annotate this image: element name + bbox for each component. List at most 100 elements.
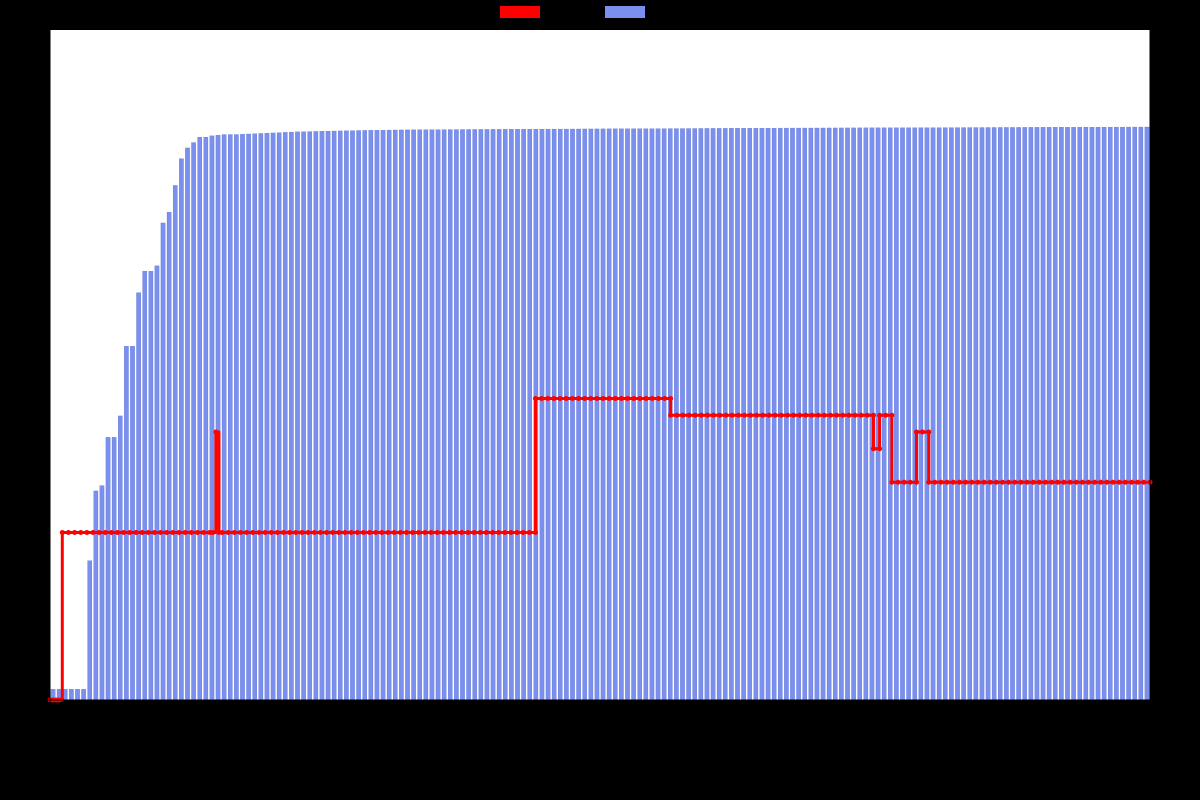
line-marker [791, 413, 796, 418]
line-marker [361, 530, 366, 535]
bar [1102, 127, 1106, 700]
line-marker [109, 530, 114, 535]
line-marker [355, 530, 360, 535]
bar [650, 129, 654, 700]
line-marker [299, 530, 304, 535]
bar [259, 133, 263, 700]
line-marker [306, 530, 311, 535]
line-marker [1086, 480, 1091, 485]
bar [253, 134, 257, 700]
bar [375, 130, 379, 700]
bar [943, 128, 947, 700]
line-marker [177, 530, 182, 535]
bar [473, 129, 477, 700]
y-left-tick-label: 60 [30, 494, 42, 506]
bar [430, 130, 434, 700]
line-marker [975, 480, 980, 485]
bar [1133, 127, 1137, 700]
line-marker [1000, 480, 1005, 485]
line-marker [195, 530, 200, 535]
line-marker [1061, 480, 1066, 485]
bar [387, 130, 391, 700]
bar [283, 132, 287, 700]
line-marker [736, 413, 741, 418]
bar [320, 131, 324, 700]
line-marker [152, 530, 157, 535]
bar [161, 223, 165, 700]
bar [289, 132, 293, 700]
line-marker [711, 413, 716, 418]
bar [662, 129, 666, 700]
line-marker [398, 530, 403, 535]
line-marker [951, 480, 956, 485]
line-marker [453, 530, 458, 535]
line-marker [379, 530, 384, 535]
line-marker [705, 413, 710, 418]
line-marker [515, 530, 520, 535]
line-marker [846, 413, 851, 418]
bar [136, 293, 140, 700]
bar [75, 689, 79, 700]
line-marker [210, 530, 215, 535]
legend-swatch-line [500, 6, 540, 18]
line-marker [594, 396, 599, 401]
line-marker [717, 413, 722, 418]
bar [503, 129, 507, 700]
line-marker [78, 530, 83, 535]
bar [424, 130, 428, 700]
line-marker [1123, 480, 1128, 485]
line-marker [1043, 480, 1048, 485]
line-marker [508, 530, 513, 535]
bar [1004, 127, 1008, 700]
line-marker [330, 530, 335, 535]
bar [381, 130, 385, 700]
y-right-tick-label: 25 000 [1158, 25, 1192, 37]
y-left-tick-label: 180 [24, 92, 42, 104]
bar [497, 129, 501, 700]
line-marker [263, 530, 268, 535]
bar [173, 185, 177, 700]
y-left-tick-label: 200 [24, 25, 42, 37]
bar [442, 130, 446, 700]
bar [589, 129, 593, 700]
line-marker [183, 530, 188, 535]
line-marker [404, 530, 409, 535]
bar [485, 129, 489, 700]
line-marker [687, 413, 692, 418]
line-marker [668, 396, 673, 401]
bar [210, 136, 214, 700]
bar [88, 561, 92, 700]
bar [295, 132, 299, 700]
bar [369, 130, 373, 700]
line-marker [865, 413, 870, 418]
y-left-tick-label: 160 [24, 159, 42, 171]
line-marker [318, 530, 323, 535]
line-marker [539, 396, 544, 401]
y-left-tick-label: 0 [36, 695, 42, 707]
line-marker [810, 413, 815, 418]
line-marker [871, 446, 876, 451]
line-marker [748, 413, 753, 418]
line-marker [287, 530, 292, 535]
line-marker [256, 530, 261, 535]
bar [143, 271, 147, 700]
bar [314, 131, 318, 700]
line-marker [945, 480, 950, 485]
bar [363, 130, 367, 700]
bar [301, 132, 305, 700]
line-marker [1006, 480, 1011, 485]
y-right-tick-label: 20 000 [1158, 159, 1192, 171]
line-marker [939, 480, 944, 485]
line-marker [250, 530, 255, 535]
line-marker [662, 396, 667, 401]
legend [500, 6, 645, 18]
line-marker [853, 413, 858, 418]
line-marker [564, 396, 569, 401]
line-marker [1092, 480, 1097, 485]
line-marker [60, 530, 65, 535]
line-marker [1141, 480, 1146, 485]
line-marker [766, 413, 771, 418]
line-marker [674, 413, 679, 418]
line-marker [877, 413, 882, 418]
bar [216, 135, 220, 700]
